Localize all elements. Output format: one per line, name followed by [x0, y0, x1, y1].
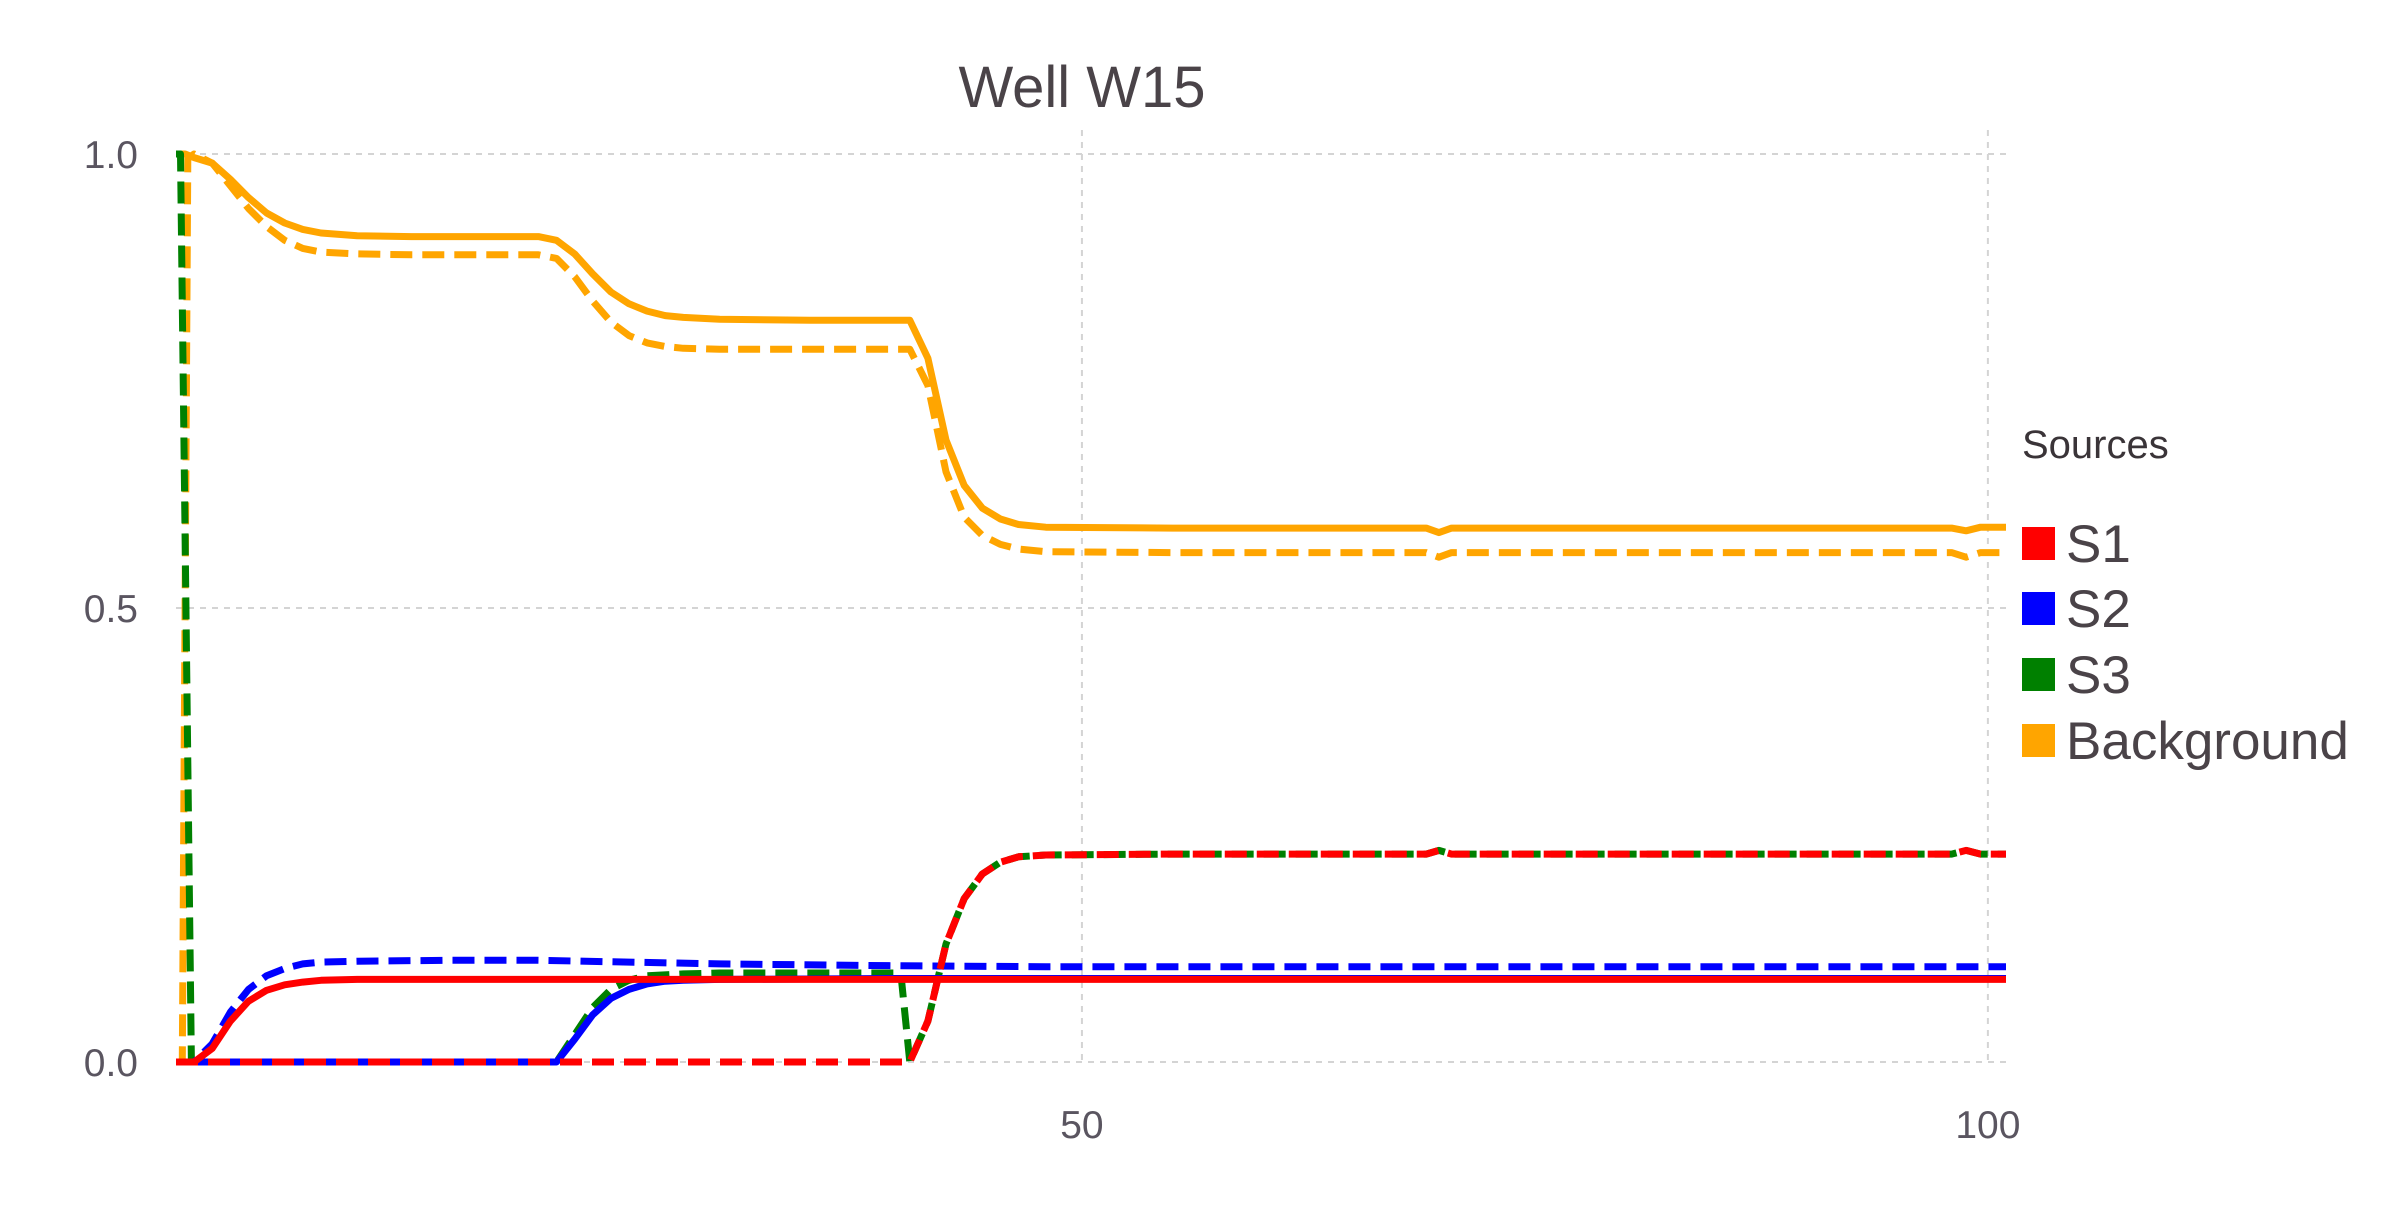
x-tick-label: 50	[1060, 1104, 1103, 1147]
series-line-background-dashed	[176, 150, 2006, 1066]
series-line-s1-solid	[176, 975, 2006, 1066]
y-tick-label: 0.0	[84, 1042, 138, 1085]
series-line-background-solid	[176, 150, 2006, 537]
x-tick-label: 100	[1955, 1104, 2020, 1147]
series-line-s2-dashed	[176, 956, 2006, 1066]
y-tick-label: 0.5	[84, 588, 138, 631]
legend-label-background: Background	[2066, 712, 2349, 771]
y-tick-label: 1.0	[84, 134, 138, 177]
legend-swatch-s2	[2022, 592, 2055, 625]
legend-swatch-background	[2022, 724, 2055, 757]
legend: Sources S1 S2 S3 Background	[2022, 423, 2349, 771]
legend-label-s3: S3	[2066, 646, 2131, 705]
legend-label-s2: S2	[2066, 580, 2131, 639]
axis-layer: 0.0 0.5 1.0 50 100	[84, 134, 2021, 1147]
legend-swatch-s1	[2022, 527, 2055, 560]
series-line-s2-solid	[176, 975, 2006, 1066]
legend-label-s1: S1	[2066, 515, 2131, 574]
grid-layer	[176, 130, 2012, 1063]
series-line-s1-dashed	[176, 846, 2006, 1066]
series-layer	[176, 150, 2006, 1066]
legend-swatch-s3	[2022, 658, 2055, 691]
chart-title: Well W15	[958, 55, 1205, 120]
legend-title: Sources	[2022, 423, 2169, 467]
